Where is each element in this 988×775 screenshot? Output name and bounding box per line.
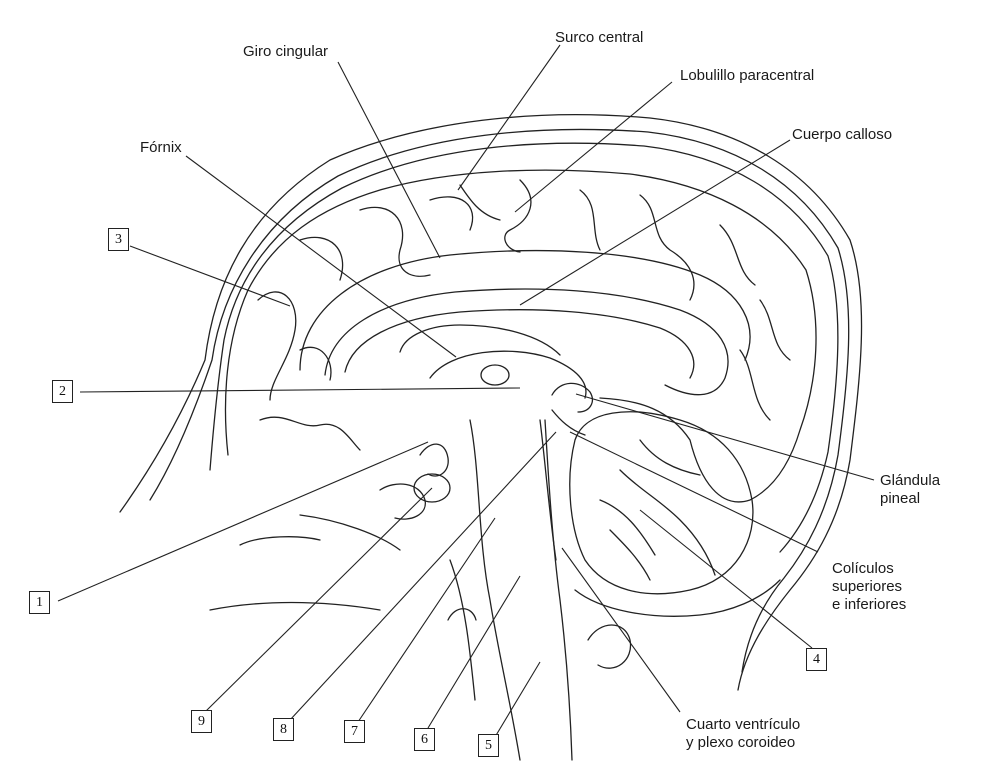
number-box-3: 3 [108, 228, 129, 251]
optic-chiasm-outline [419, 443, 449, 477]
leader-8 [289, 431, 557, 721]
gyrus-fold [639, 194, 695, 301]
gyrus-fold [259, 416, 361, 451]
cerebral-aqueduct [539, 419, 557, 561]
label-cuarto-ventriculo-line1: Cuarto ventrículo [686, 716, 801, 733]
label-coliculos-line2: superiores [832, 578, 903, 595]
leader-giro-cingular [337, 61, 441, 259]
corpus-callosum-inner [344, 309, 695, 379]
gyrus-fold [429, 196, 474, 231]
pineal-outline [551, 382, 593, 413]
leader-1 [57, 441, 429, 602]
occipital-base [574, 579, 781, 617]
cerebellum-arbor [609, 529, 651, 581]
cerebrum-outline [224, 169, 817, 503]
cerebellum-outline [569, 411, 754, 595]
label-coliculos-line3: e inferiores [832, 596, 907, 613]
hypophysis-outline [413, 473, 451, 503]
brainstem-posterior [544, 419, 573, 761]
dura-outline [209, 142, 839, 553]
leader-6 [427, 575, 521, 729]
leader-glandula-pineal [575, 393, 875, 481]
gyrus-fold [504, 179, 532, 253]
leader-5 [494, 661, 541, 738]
fornix-outline [399, 324, 561, 356]
label-cuarto-ventriculo-line2: y plexo coroideo [686, 734, 796, 751]
gyrus-fold [257, 291, 297, 401]
label-lobulillo-paracentral: Lobulillo paracentral [680, 67, 815, 84]
leader-cuerpo-calloso [519, 139, 791, 306]
palate-outline [209, 601, 381, 611]
number-box-9: 9 [191, 710, 212, 733]
number-box-2: 2 [52, 380, 73, 403]
leader-3 [129, 245, 291, 307]
nasal-region [299, 514, 401, 551]
leader-2 [79, 387, 521, 393]
label-surco-central: Surco central [555, 29, 644, 46]
label-coliculos-line1: Colículos [832, 560, 894, 577]
leader-fornix [185, 155, 457, 358]
label-fornix: Fórnix [140, 139, 182, 156]
leader-4 [639, 509, 813, 649]
gyrus-fold [299, 346, 332, 381]
cervical-vertebra [447, 608, 477, 621]
number-box-6: 6 [414, 728, 435, 751]
interthalamic-adhesion [480, 364, 510, 386]
leader-lobulillo-paracentral [514, 81, 673, 213]
label-cuerpo-calloso: Cuerpo calloso [792, 126, 893, 143]
number-box-8: 8 [273, 718, 294, 741]
leader-7 [357, 517, 496, 723]
cerebellum-arbor [639, 439, 701, 476]
gyrus-fold [759, 299, 791, 361]
nasal-region [239, 536, 321, 546]
gyrus-fold [579, 189, 601, 251]
leader-surco-central [457, 44, 561, 191]
cervical-vertebra [587, 624, 632, 669]
pharynx-outline [449, 559, 476, 701]
number-box-4: 4 [806, 648, 827, 671]
corpus-callosum-outline [324, 288, 729, 396]
skull-inner-outline [149, 128, 850, 673]
colliculi-outline [551, 409, 586, 436]
label-giro-cingular: Giro cingular [243, 43, 329, 60]
cingulate-gyrus-outline [299, 249, 751, 371]
number-box-7: 7 [344, 720, 365, 743]
thalamus-outline [429, 350, 587, 399]
gyrus-fold [299, 236, 344, 281]
gyrus-fold [719, 224, 756, 286]
number-box-5: 5 [478, 734, 499, 757]
cerebellum-arbor [619, 469, 716, 576]
sphenoid-sinus-outline [379, 483, 426, 520]
skull-outer-outline [119, 114, 863, 691]
leader-coliculos [569, 431, 819, 553]
label-glandula-pineal-line1: Glándula [880, 472, 941, 489]
leader-9 [204, 487, 433, 713]
leader-cuarto-ventriculo [561, 547, 681, 713]
brainstem-anterior [469, 419, 521, 761]
gyrus-fold [459, 184, 501, 221]
gyrus-fold [739, 349, 771, 421]
label-glandula-pineal-line2: pineal [880, 490, 921, 507]
gyrus-fold [359, 206, 431, 277]
cerebellum-arbor [599, 499, 656, 556]
number-box-1: 1 [29, 591, 50, 614]
